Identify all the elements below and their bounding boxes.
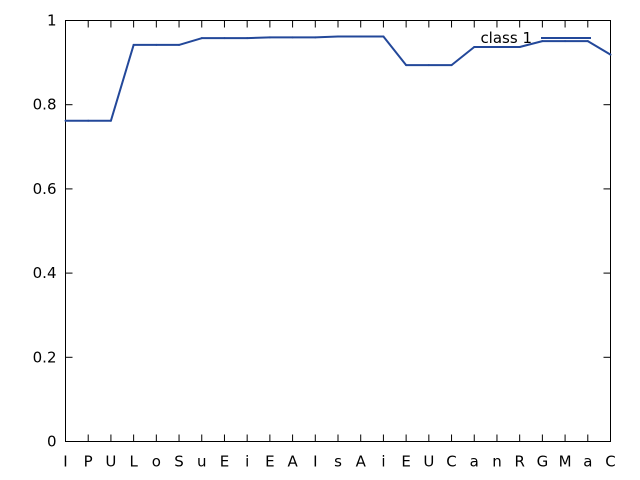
x-tick-label: a <box>470 453 479 471</box>
x-tick-label: S <box>174 453 184 471</box>
x-tick-label: a <box>583 453 592 471</box>
data-point <box>518 46 521 49</box>
x-tick-label: E <box>401 453 410 471</box>
x-tick-label: n <box>492 453 502 471</box>
data-point <box>405 64 408 67</box>
x-tick-label: i <box>381 453 385 471</box>
data-point <box>87 119 90 122</box>
data-point <box>200 37 203 40</box>
x-tick-label: i <box>245 453 249 471</box>
x-tick-label: C <box>605 453 615 471</box>
x-tick-label: s <box>334 453 342 471</box>
x-tick-label: P <box>84 453 93 471</box>
data-point <box>564 40 567 43</box>
data-point <box>64 119 67 122</box>
y-tick-label: 0.4 <box>33 264 57 282</box>
x-tick-label: U <box>423 453 434 471</box>
data-point <box>382 35 385 38</box>
data-point <box>291 36 294 39</box>
data-point <box>473 46 476 49</box>
data-point <box>223 37 226 40</box>
series-layer <box>64 35 612 122</box>
x-tick-label: L <box>129 453 138 471</box>
y-tick-label: 0.2 <box>33 348 57 366</box>
x-tick-label: u <box>197 453 207 471</box>
legend: class 1 <box>480 29 591 47</box>
data-point <box>427 64 430 67</box>
data-point <box>541 40 544 43</box>
data-point <box>450 64 453 67</box>
data-point <box>609 53 612 56</box>
x-tick-label: o <box>152 453 161 471</box>
x-tick-label: C <box>446 453 456 471</box>
data-point <box>268 36 271 39</box>
y-tick-label: 0 <box>47 433 57 451</box>
x-tick-label: M <box>559 453 572 471</box>
data-point <box>337 35 339 38</box>
data-point <box>495 46 498 49</box>
data-point <box>359 35 362 38</box>
x-tick-label: I <box>63 453 67 471</box>
x-tick-label: A <box>356 453 367 471</box>
x-tick-label: I <box>313 453 317 471</box>
data-point <box>314 36 317 39</box>
data-point <box>109 119 112 122</box>
x-tick-label: R <box>514 453 524 471</box>
y-tick-label: 0.8 <box>33 96 57 114</box>
x-tick-label: G <box>537 453 549 471</box>
plot-frame <box>65 20 611 442</box>
y-tick-label: 0.6 <box>33 180 57 198</box>
y-axis: 0 0.2 0.4 0.6 0.8 1 <box>33 12 611 451</box>
data-point <box>178 43 181 46</box>
x-tick-label: U <box>105 453 116 471</box>
x-tick-label: A <box>287 453 298 471</box>
series-line <box>65 35 612 122</box>
x-tick-label: E <box>265 453 274 471</box>
x-tick-label: E <box>220 453 229 471</box>
y-tick-label: 1 <box>47 12 57 30</box>
data-point <box>586 40 589 43</box>
data-point <box>155 43 158 46</box>
data-point <box>246 37 249 40</box>
legend-label: class 1 <box>480 29 532 47</box>
data-point <box>132 43 135 46</box>
